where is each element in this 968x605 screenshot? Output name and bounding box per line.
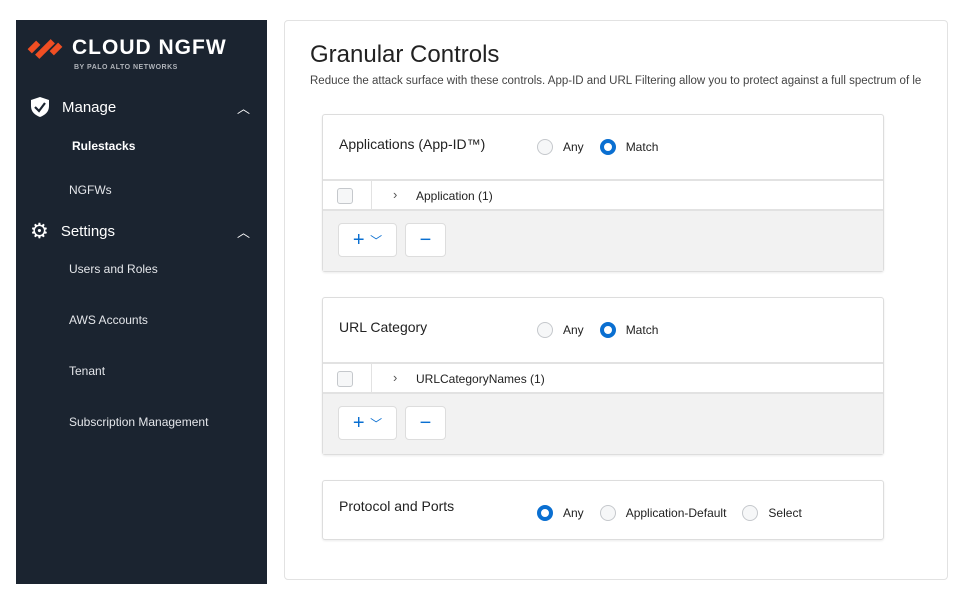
manage-label: Manage	[62, 98, 117, 116]
sidebar-section-settings[interactable]: ⚙ Settings ︿	[30, 219, 250, 244]
sidebar-item-subscription[interactable]: Subscription Management	[69, 415, 209, 429]
protocol-ports-card: Protocol and Ports Any Application-Defau…	[322, 480, 884, 540]
logo-text: CLOUD NGFW	[72, 36, 227, 59]
chevron-down-icon: ﹀	[370, 416, 383, 431]
row-label: URLCategoryNames (1)	[416, 372, 545, 386]
sidebar-item-users-roles[interactable]: Users and Roles	[69, 262, 158, 276]
card-title: URL Category	[339, 319, 428, 335]
radio-application-default[interactable]	[599, 505, 616, 521]
table-row[interactable]: › Application (1)	[323, 179, 883, 211]
add-dropdown-button[interactable]: + ﹀	[338, 406, 397, 440]
add-dropdown-button[interactable]: + ﹀	[338, 223, 397, 257]
row-label: Application (1)	[416, 189, 493, 203]
page-description: Reduce the attack surface with these con…	[310, 75, 922, 87]
radio-label: Any	[563, 323, 584, 337]
palo-alto-logo-icon	[27, 39, 63, 59]
radio-any[interactable]	[537, 322, 553, 338]
radio-match[interactable]	[599, 139, 616, 155]
chevron-up-icon[interactable]: ︿	[236, 225, 250, 240]
settings-label: Settings	[60, 223, 116, 240]
sidebar-item-tenant[interactable]: Tenant	[69, 364, 106, 378]
radio-label: Select	[768, 506, 802, 520]
radio-label: Any	[563, 140, 584, 154]
radio-label: Match	[625, 140, 659, 154]
radio-any[interactable]	[537, 139, 553, 155]
chevron-up-icon[interactable]: ︿	[236, 100, 250, 116]
radio-label: Match	[625, 323, 659, 337]
row-checkbox[interactable]	[337, 371, 353, 387]
sidebar-section-manage[interactable]: Manage ︿	[30, 96, 250, 118]
table-row[interactable]: › URLCategoryNames (1)	[323, 362, 883, 394]
card-title: Applications (App-ID™)	[339, 136, 486, 152]
toolbar: + ﹀ −	[323, 211, 883, 271]
logo-subtitle: BY PALO ALTO NETWORKS	[74, 64, 178, 71]
shield-check-icon	[31, 97, 49, 117]
sidebar-item-aws-accounts[interactable]: AWS Accounts	[69, 313, 148, 327]
sidebar: CLOUD NGFW BY PALO ALTO NETWORKS Manage …	[16, 20, 267, 584]
logo: CLOUD NGFW	[26, 34, 227, 62]
radio-any[interactable]	[537, 505, 553, 521]
sidebar-item-rulestacks[interactable]: Rulestacks	[72, 139, 136, 153]
chevron-down-icon: ﹀	[370, 233, 383, 248]
remove-button[interactable]: −	[405, 406, 446, 440]
card-title: Protocol and Ports	[339, 498, 455, 514]
chevron-right-icon[interactable]: ›	[393, 187, 398, 202]
url-category-card: URL Category Any Match › URLCategoryName…	[322, 297, 884, 455]
row-checkbox[interactable]	[337, 188, 353, 204]
page-title: Granular Controls	[310, 41, 500, 68]
applications-card: Applications (App-ID™) Any Match › Appli…	[322, 114, 884, 272]
radio-label: Application-Default	[625, 506, 727, 520]
toolbar: + ﹀ −	[323, 394, 883, 454]
main-panel: Granular Controls Reduce the attack surf…	[284, 20, 948, 580]
sidebar-item-ngfws[interactable]: NGFWs	[69, 183, 112, 197]
radio-select[interactable]	[742, 505, 759, 521]
gear-icon: ⚙	[30, 220, 49, 243]
chevron-right-icon[interactable]: ›	[393, 370, 398, 385]
radio-match[interactable]	[599, 322, 616, 338]
remove-button[interactable]: −	[405, 223, 446, 257]
radio-label: Any	[563, 506, 584, 520]
